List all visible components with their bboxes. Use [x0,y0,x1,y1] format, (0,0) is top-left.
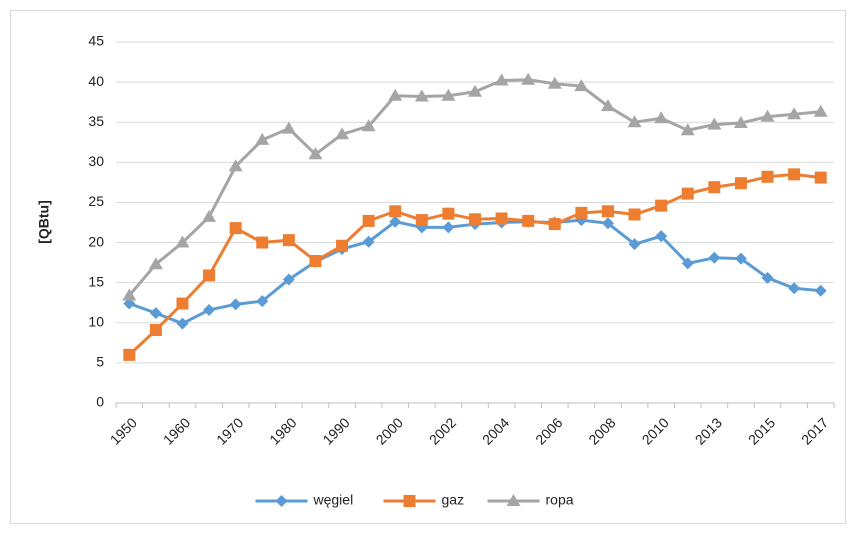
data-point [707,117,722,130]
data-point [256,236,269,249]
data-point [548,218,561,231]
data-point [281,121,296,134]
data-point [441,88,456,101]
y-tick-label: 40 [88,73,104,89]
data-point [228,159,243,172]
data-point [442,207,455,220]
data-point [123,348,136,361]
data-point [362,235,375,248]
data-point [282,234,295,247]
data-point [628,208,641,221]
data-point [575,206,588,219]
data-point [627,115,642,128]
data-point [522,214,535,227]
data-point [601,205,614,218]
y-tick-label: 30 [88,153,104,169]
data-point [708,181,721,194]
data-point [414,89,429,102]
y-tick-label: 15 [88,273,104,289]
data-point [733,116,748,129]
data-point [760,109,775,122]
data-point [148,257,163,270]
data-point [442,221,455,234]
data-point [814,284,827,297]
data-point [655,230,668,243]
data-point [282,273,295,286]
data-point [681,187,694,200]
data-point [628,238,641,251]
data-point [601,217,614,230]
data-point [203,269,216,282]
data-point [202,209,217,222]
data-point [547,76,562,89]
data-point [229,298,242,311]
y-tick-label: 45 [88,33,104,49]
data-point [814,171,827,184]
data-point [122,288,137,301]
legend-label: węgiel [313,492,354,508]
data-point [362,214,375,227]
y-tick-label: 35 [88,113,104,129]
data-point [600,99,615,112]
data-point [149,323,162,336]
data-point [309,255,322,268]
data-point [176,297,189,310]
data-point [788,168,801,181]
data-point [761,170,774,183]
y-tick-label: 10 [88,313,104,329]
data-point [734,177,747,190]
data-point [708,251,721,264]
data-point [680,123,695,136]
data-point [255,132,270,145]
legend-marker [506,494,521,506]
data-point [521,72,536,85]
y-tick-label: 5 [96,354,104,370]
data-point [388,88,403,101]
data-point [468,84,482,97]
data-point [415,214,428,227]
legend-marker [403,495,416,507]
data-point [149,307,162,320]
data-point [256,295,269,308]
data-point [361,119,376,132]
data-point [336,239,349,252]
legend-label: ropa [546,492,574,508]
data-point [495,212,508,225]
data-point [389,205,402,218]
data-point [389,215,402,228]
data-point [655,199,668,212]
data-point [734,252,747,265]
y-tick-label: 20 [88,233,104,249]
data-point [787,107,802,120]
chart-frame [10,10,846,524]
legend-label: gaz [442,492,465,508]
data-point [788,282,801,295]
data-point [681,257,694,270]
data-point [229,222,242,235]
y-tick-label: 25 [88,193,104,209]
data-point [574,79,589,92]
y-tick-label: 0 [96,394,104,410]
legend-marker [275,495,288,507]
data-point [469,213,481,226]
data-point [654,111,669,124]
data-point [123,297,136,310]
data-point [335,127,350,140]
data-point [176,317,189,330]
data-point [308,147,323,160]
data-point [203,303,216,316]
data-point [175,235,190,248]
y-axis-title: [QBtu] [36,200,52,244]
data-point [761,271,774,284]
data-point [813,104,828,117]
data-point [494,73,509,86]
